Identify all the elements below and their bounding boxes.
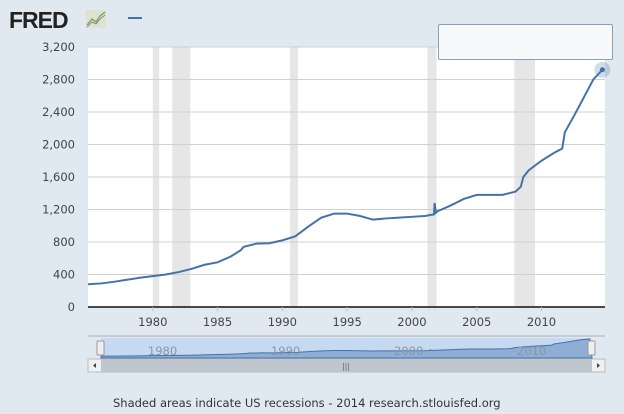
- y-tick-label: 2,800: [42, 73, 75, 87]
- navigator-tick-label: 1990: [271, 344, 300, 358]
- legend-series-swatch[interactable]: [128, 17, 142, 19]
- y-tick-label: 3,200: [42, 40, 75, 54]
- y-tick-label: 2,000: [42, 138, 75, 152]
- x-tick-label: 1980: [138, 315, 167, 329]
- x-tick-label: 1995: [333, 315, 362, 329]
- navigator-handle[interactable]: [587, 340, 596, 356]
- tooltip: [438, 24, 613, 60]
- hover-point: [599, 67, 605, 73]
- footer-note: Shaded areas indicate US recessions - 20…: [113, 396, 501, 410]
- y-tick-label: 1,200: [42, 203, 75, 217]
- y-tick-label: 0: [68, 300, 75, 314]
- x-tick-label: 1985: [203, 315, 232, 329]
- x-tick-label: 2010: [527, 315, 556, 329]
- scrollbar-thumb[interactable]: [101, 359, 592, 372]
- scrollbar-grip-icon: |||: [342, 362, 350, 371]
- y-tick-label: 2,400: [42, 105, 75, 119]
- navigator-tick-label: 1980: [148, 344, 177, 358]
- navigator-series-area: [100, 338, 593, 359]
- fred-logo[interactable]: FRED: [9, 7, 69, 33]
- x-tick-label: 2000: [397, 315, 426, 329]
- series-line: [87, 69, 604, 286]
- navigator-handle[interactable]: [96, 340, 105, 356]
- y-tick-label: 1,600: [42, 170, 75, 184]
- y-tick-label: 400: [53, 268, 75, 282]
- x-tick-label: 2005: [462, 315, 491, 329]
- navigator-tick-label: 2000: [394, 344, 423, 358]
- x-tick-label: 1990: [268, 315, 297, 329]
- chart-line-icon: [86, 10, 106, 28]
- navigator-tick-label: 2010: [517, 344, 546, 358]
- scroll-right-arrow-icon[interactable]: [597, 363, 600, 368]
- scroll-left-arrow-icon[interactable]: [93, 363, 96, 368]
- y-tick-label: 800: [53, 235, 75, 249]
